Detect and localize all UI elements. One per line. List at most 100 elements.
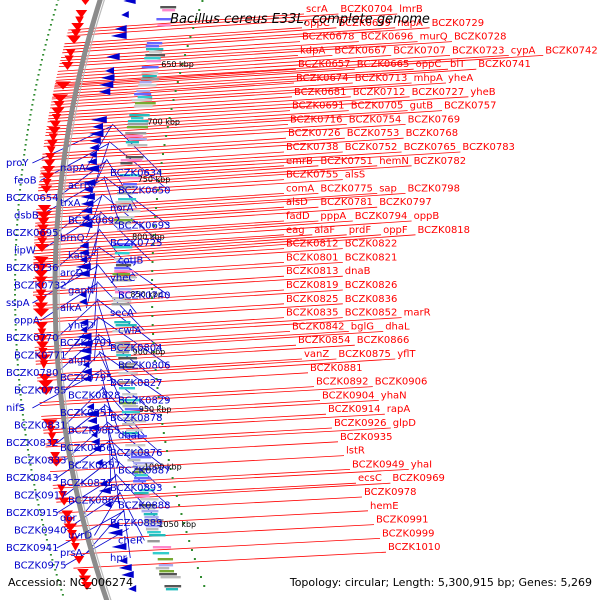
reverse-gene-label: BCZK0871: [60, 478, 113, 489]
reverse-callout-line: [98, 352, 120, 396]
inner-tick-mark: [193, 558, 196, 560]
reverse-gene-label: sspA: [6, 298, 30, 309]
forward-gene-label: BCZK0875: [338, 349, 391, 360]
forward-callout-line: [43, 413, 385, 434]
reverse-gene-label: BCZK0654: [6, 193, 59, 204]
reverse-gene-label: qor: [60, 513, 77, 524]
forward-gene-arrow: [58, 491, 68, 499]
forward-gene-label: yhaN: [381, 390, 407, 401]
forward-gene-label: BCZK0783: [462, 142, 515, 153]
forward-gene-arrow: [64, 55, 74, 64]
reverse-gene-label: BCZK0650: [118, 186, 171, 197]
forward-gene-arrow: [38, 387, 54, 395]
forward-gene-arrow: [46, 146, 56, 155]
forward-callout-line: [33, 289, 285, 307]
forward-gene-label: BCZK0801: [286, 252, 339, 263]
reverse-callout-line: [119, 491, 145, 541]
annotation-band: [122, 423, 136, 426]
forward-gene-label: BCZK0854: [298, 335, 351, 346]
reverse-gene-arrow: [79, 291, 87, 298]
reverse-callout-line: [86, 509, 125, 554]
forward-callout-line: [33, 234, 416, 264]
outer-tick-mark: [17, 374, 20, 376]
outer-tick-mark: [16, 354, 19, 356]
annotation-band: [139, 489, 155, 492]
outer-tick-mark: [57, 0, 60, 1]
reverse-gene-label: BCZK0795: [60, 373, 113, 384]
outer-tick-mark: [35, 494, 38, 496]
reverse-callout-line: [86, 194, 103, 239]
inner-tick-mark: [162, 432, 165, 434]
annotation-band: [114, 321, 131, 324]
reverse-gene-arrow: [78, 221, 93, 228]
annotation-band: [126, 126, 149, 129]
inner-tick-mark: [189, 36, 192, 38]
forward-gene-label: BCZK0713: [355, 73, 408, 84]
reverse-gene-arrow: [98, 487, 111, 494]
outer-tick-mark: [47, 544, 50, 546]
forward-gene-label: marR: [404, 308, 431, 319]
reverse-gene-label: dhaL: [118, 431, 143, 442]
forward-gene-label: alsS: [345, 170, 365, 181]
reverse-gene-arrow: [106, 53, 120, 60]
forward-gene-arrow: [46, 140, 58, 148]
annotation-band: [127, 120, 149, 123]
annotation-band: [120, 399, 140, 402]
annotation-band: [145, 525, 162, 528]
reverse-gene-label: proY: [6, 158, 29, 169]
inner-tick-mark: [151, 279, 154, 281]
reverse-gene-label: BCZK0832: [6, 438, 59, 449]
inner-tick-mark: [151, 297, 154, 299]
inner-tick-mark: [152, 234, 155, 236]
reverse-gene-label: norA: [110, 203, 134, 214]
forward-callout-line: [37, 358, 396, 382]
forward-callout-line: [34, 331, 349, 351]
inner-tick-mark: [153, 351, 156, 353]
forward-gene-label: emrB: [286, 156, 313, 167]
annotation-band: [114, 291, 131, 294]
forward-gene-label: BCZK0812: [286, 239, 339, 250]
inner-tick-mark: [152, 333, 155, 335]
annotation-band: [149, 534, 166, 537]
reverse-gene-arrow: [89, 137, 101, 144]
outer-tick-mark: [14, 269, 17, 271]
inner-tick-mark: [174, 90, 177, 92]
reverse-callout-line: [94, 212, 101, 256]
forward-callout-line: [40, 151, 285, 169]
reverse-gene-label: BCZK0785: [14, 386, 67, 397]
forward-gene-arrow: [71, 543, 80, 551]
forward-gene-label: alsD: [286, 197, 308, 208]
reverse-gene-arrow: [77, 340, 92, 347]
forward-strand-callout-lines: [32, 13, 544, 569]
forward-callout-line: [52, 68, 449, 95]
forward-gene-arrow: [49, 458, 64, 467]
annotation-band: [115, 276, 137, 279]
annotation-band: [116, 354, 131, 357]
outer-tick-mark: [17, 204, 20, 206]
forward-callout-line: [65, 524, 375, 541]
outer-tick-mark: [14, 314, 17, 316]
outer-tick-mark: [36, 499, 39, 501]
annotation-band: [145, 54, 166, 57]
reverse-gene-arrow: [84, 186, 93, 193]
outer-tick-mark: [14, 254, 17, 256]
reverse-gene-label: BCZK0827: [110, 378, 163, 389]
kbp-tick-label: 700 kbp: [147, 118, 180, 127]
forward-callout-line: [55, 55, 509, 84]
inner-tick-mark: [159, 171, 162, 173]
forward-gene-label: BCZK0742: [545, 45, 598, 56]
outer-tick-mark: [16, 359, 19, 361]
annotation-band: [138, 84, 157, 87]
outer-tick-mark: [14, 274, 17, 276]
annotation-band: [119, 174, 140, 177]
forward-gene-label: BCZK0738: [286, 142, 339, 153]
outer-tick-mark: [19, 184, 22, 186]
forward-gene-arrow: [70, 29, 81, 38]
genome-summary-label: Topology: circular; Length: 5,300,915 bp…: [289, 576, 592, 589]
genome-backbone-edge: [58, 0, 112, 600]
forward-gene-label: comA: [286, 183, 314, 194]
outer-tick-mark: [16, 224, 19, 226]
reverse-gene-label: feoB: [14, 176, 37, 187]
forward-gene-arrow: [47, 439, 59, 447]
outer-tick-mark: [33, 94, 36, 96]
